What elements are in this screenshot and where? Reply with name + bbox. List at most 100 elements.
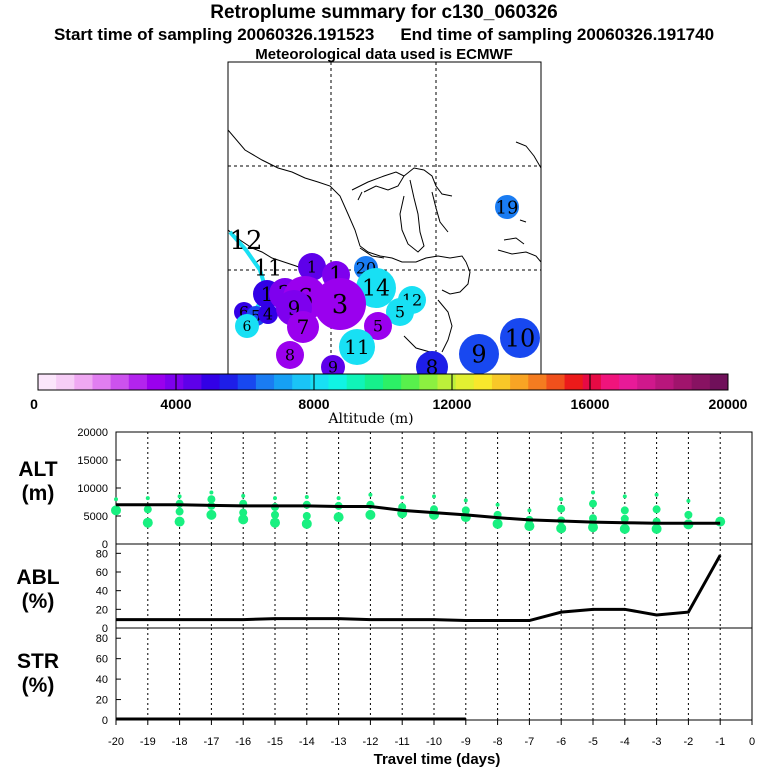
y-tick-label: 60 xyxy=(96,654,108,666)
colorbar-swatch xyxy=(655,374,675,390)
cluster-point xyxy=(271,510,279,519)
cluster-point xyxy=(238,514,249,525)
cluster-point xyxy=(654,492,659,497)
x-tick-label: 0 xyxy=(749,736,755,748)
y-tick-label: 20 xyxy=(96,604,108,616)
x-tick-label: -4 xyxy=(620,736,630,748)
plume-label: 4 xyxy=(263,305,273,324)
colorbar-swatch xyxy=(510,374,529,390)
colorbar-tick-label: 0 xyxy=(30,396,38,412)
cluster-point xyxy=(686,498,691,503)
x-tick-label: -18 xyxy=(172,736,188,748)
x-tick-label: -10 xyxy=(426,736,442,748)
y-tick-label: 80 xyxy=(96,548,108,560)
plume-label: 5 xyxy=(373,317,383,336)
colorbar-swatch xyxy=(383,374,402,390)
altitude-colorbar: 0 4000 8000 12000 16000 20000 Altitude (m) xyxy=(30,373,748,427)
plume-marker xyxy=(314,278,366,330)
colorbar-swatch xyxy=(709,374,729,390)
y-tick-label: 5000 xyxy=(84,511,108,523)
plume-marker xyxy=(298,253,326,281)
x-tick-label: -17 xyxy=(203,736,219,748)
cluster-point xyxy=(333,512,344,523)
cluster-point xyxy=(559,497,564,502)
cluster-point xyxy=(368,492,373,497)
plume-marker xyxy=(386,298,414,326)
colorbar-swatch xyxy=(600,374,620,390)
y-tick-label: 40 xyxy=(96,674,108,686)
alt-label: ALT xyxy=(18,458,57,481)
y-tick-label: 10000 xyxy=(77,483,108,495)
colorbar-swatch xyxy=(564,374,584,390)
colorbar-swatch xyxy=(473,374,493,390)
abl-label: ABL xyxy=(16,566,59,589)
colorbar-swatch xyxy=(183,374,202,390)
map-panel: 1912111120141212635654976510981189 xyxy=(227,61,542,379)
cluster-point xyxy=(239,508,248,517)
cluster-point xyxy=(177,494,182,499)
colorbar-swatch xyxy=(292,374,311,390)
series-line xyxy=(116,554,722,623)
cluster-point xyxy=(336,496,341,501)
alt-unit: (m) xyxy=(22,482,55,505)
plume-label: 6 xyxy=(239,303,249,322)
colorbar-swatch xyxy=(128,374,148,390)
colorbar-tick-label: 16000 xyxy=(571,396,610,412)
y-tick-label: 40 xyxy=(96,586,108,598)
cluster-point xyxy=(209,490,214,495)
cluster-point xyxy=(620,506,629,515)
end-time: End time of sampling 20060326.191740 xyxy=(400,25,715,44)
cluster-point xyxy=(589,514,597,523)
plume-marker xyxy=(364,312,392,340)
coastlines xyxy=(228,129,541,363)
cluster-point xyxy=(557,504,566,513)
x-tick-label: -13 xyxy=(331,736,347,748)
cluster-point xyxy=(241,493,246,498)
plume-marker xyxy=(356,268,396,308)
plume-label: 6 xyxy=(243,319,252,335)
cluster-point xyxy=(715,516,726,527)
x-tick-label: -1 xyxy=(715,736,725,748)
plume-label: 8 xyxy=(426,355,439,379)
colorbar-swatch xyxy=(455,374,475,390)
cluster-point xyxy=(622,494,627,499)
colorbar-swatch xyxy=(437,374,457,390)
cluster-point xyxy=(495,502,500,507)
chart-title: Retroplume summary for c130_060326 xyxy=(210,2,558,23)
y-tick-label: 15000 xyxy=(77,455,108,467)
cluster-point xyxy=(527,508,532,513)
colorbar-swatch xyxy=(255,374,275,390)
abl-panel: 80 60 40 20 0 xyxy=(96,543,753,635)
cluster-point xyxy=(432,494,436,499)
cluster-point xyxy=(651,523,662,534)
cluster-point xyxy=(652,505,661,514)
plume-marker xyxy=(459,334,499,374)
colorbar-swatch xyxy=(328,374,348,390)
x-tick-label: -19 xyxy=(140,736,156,748)
met-data-note: Meteorological data used is ECMWF xyxy=(255,46,513,63)
cluster-point xyxy=(620,514,629,523)
alt-panel: 20000 15000 10000 5000 0 xyxy=(77,427,753,551)
cluster-point xyxy=(400,495,405,500)
cluster-point xyxy=(684,510,693,519)
x-tick-label: -8 xyxy=(493,736,503,748)
cluster-point xyxy=(588,522,598,533)
plume-label: 1 xyxy=(307,258,317,277)
plume-label: 3 xyxy=(332,290,349,320)
x-tick-label: -2 xyxy=(684,736,694,748)
x-tick-label: -14 xyxy=(299,736,315,748)
start-time: Start time of sampling 20060326.191523 xyxy=(53,25,375,44)
plume-marker xyxy=(287,311,319,343)
plume-marker xyxy=(500,318,540,358)
colorbar-tick-label: 12000 xyxy=(433,396,472,412)
y-tick-label: 20000 xyxy=(77,427,108,439)
colorbar-swatch xyxy=(346,374,366,390)
colorbar-tick-label: 8000 xyxy=(298,396,329,412)
cluster-point xyxy=(301,518,312,529)
colorbar-swatch xyxy=(201,374,221,390)
cluster-point xyxy=(142,517,153,528)
abl-unit: (%) xyxy=(22,590,55,613)
y-tick-label: 60 xyxy=(96,567,108,579)
plume-marker xyxy=(495,195,519,219)
